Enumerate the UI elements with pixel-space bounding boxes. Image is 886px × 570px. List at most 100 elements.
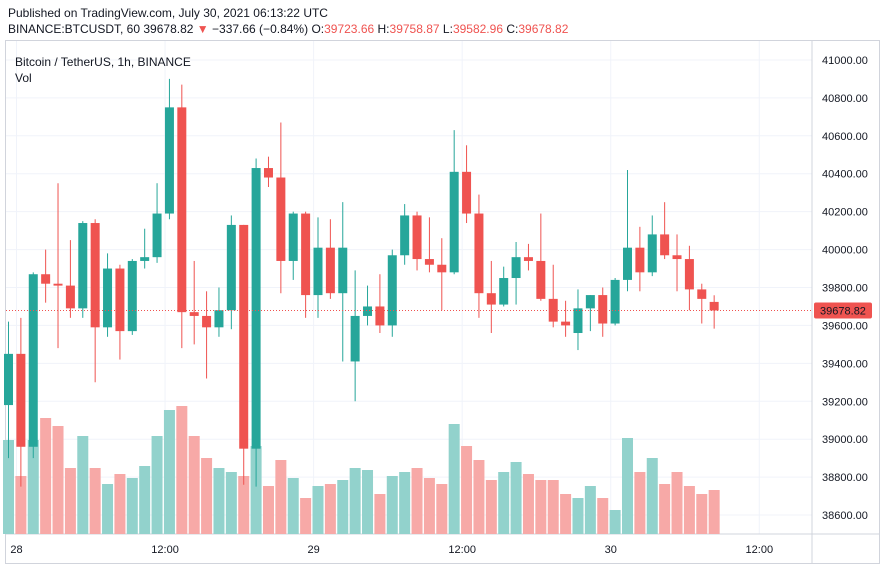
volume-bar xyxy=(213,468,225,534)
candle-body xyxy=(400,215,410,256)
volume-bar xyxy=(324,484,336,534)
volume-bar xyxy=(312,486,324,534)
candle-body xyxy=(499,278,509,305)
volume-bar xyxy=(300,498,312,534)
last-price-label: 39678.82 xyxy=(820,305,866,317)
volume-bar xyxy=(696,494,708,534)
candle-body xyxy=(437,264,447,273)
volume-bar xyxy=(52,426,64,534)
volume-bar xyxy=(188,436,200,534)
volume-bar xyxy=(15,476,27,534)
volume-label: Vol xyxy=(15,71,32,85)
close-value: 39678.82 xyxy=(518,22,569,36)
volume-bar xyxy=(201,458,213,534)
volume-bar xyxy=(411,468,423,534)
volume-bar xyxy=(386,476,398,534)
volume-bar xyxy=(683,486,695,534)
low-label: L: xyxy=(442,22,453,36)
volume-bar xyxy=(102,484,114,534)
candle-body xyxy=(709,301,719,311)
volume-bar xyxy=(436,484,448,534)
candle-body xyxy=(127,260,137,332)
candle-body xyxy=(449,171,459,273)
candle-body xyxy=(610,279,620,324)
volume-bar xyxy=(27,440,39,534)
candle-body xyxy=(598,295,608,324)
price-tick-label: 40400.00 xyxy=(822,169,868,181)
candle-body xyxy=(338,247,348,294)
candle-body xyxy=(486,293,496,305)
candle-body xyxy=(350,315,360,362)
time-tick-label: 29 xyxy=(307,544,319,556)
open-label: O: xyxy=(311,22,325,36)
price-tick-label: 38800.00 xyxy=(822,472,868,484)
ohlc-bar: BINANCE:BTCUSDT, 60 39678.82 ▼ −337.66 (… xyxy=(8,22,568,36)
price-tick-label: 39800.00 xyxy=(822,283,868,295)
candle-body xyxy=(462,171,472,214)
volume-bar xyxy=(275,460,287,534)
candle-body xyxy=(41,274,51,284)
candle-body xyxy=(263,168,273,178)
volume-bar xyxy=(584,486,596,534)
volume-bar xyxy=(708,490,720,534)
volume-bar xyxy=(498,472,510,534)
candle-body xyxy=(103,268,113,328)
volume-bar xyxy=(485,480,497,534)
candle-body xyxy=(623,247,632,280)
low-value: 39582.96 xyxy=(452,22,503,36)
volume-bar xyxy=(399,472,411,534)
candle-body xyxy=(474,213,484,294)
candle-body xyxy=(4,353,13,406)
volume-bar xyxy=(510,462,522,534)
volume-bar xyxy=(461,446,473,534)
candle-body xyxy=(288,213,298,261)
candle-body xyxy=(164,107,174,214)
time-tick-label: 12:00 xyxy=(746,544,774,556)
volume-bar xyxy=(572,498,584,534)
candle-body xyxy=(387,255,397,326)
price-tick-label: 39200.00 xyxy=(822,396,868,408)
volume-bar xyxy=(362,470,374,534)
candle-body xyxy=(276,177,286,261)
candle-body xyxy=(325,247,335,294)
candle-body xyxy=(152,213,162,258)
volume-bar xyxy=(114,474,126,534)
candle-body xyxy=(660,234,670,256)
volume-bar xyxy=(634,472,646,534)
volume-bar xyxy=(473,460,485,534)
candle-body xyxy=(177,107,187,313)
candle-body xyxy=(313,247,323,296)
volume-bar xyxy=(646,458,658,534)
volume-bar xyxy=(535,480,547,534)
open-value: 39723.66 xyxy=(324,22,375,36)
candle-body xyxy=(561,321,571,326)
candle-body xyxy=(573,308,583,334)
volume-bar xyxy=(560,494,572,534)
time-tick-label: 30 xyxy=(605,544,617,556)
time-tick-label: 12:00 xyxy=(151,544,179,556)
volume-bar xyxy=(609,510,621,534)
volume-bar xyxy=(522,474,534,534)
volume-bar xyxy=(287,478,299,534)
candle-body xyxy=(585,295,595,309)
volume-bar xyxy=(40,418,52,534)
price-tick-label: 40200.00 xyxy=(822,207,868,219)
volume-bar xyxy=(671,472,683,534)
volume-bar xyxy=(126,478,138,534)
volume-bar xyxy=(250,446,262,534)
candle-body xyxy=(672,255,682,260)
candle-body xyxy=(28,274,38,447)
volume-bar xyxy=(3,440,14,534)
candle-body xyxy=(90,223,100,328)
volume-bar xyxy=(139,466,151,534)
candle-body xyxy=(189,312,199,316)
candle-body xyxy=(375,306,385,326)
candle-body xyxy=(511,257,521,279)
price-tick-label: 40600.00 xyxy=(822,131,868,143)
candle-body xyxy=(424,259,434,265)
high-label: H: xyxy=(377,22,390,36)
chart-frame xyxy=(5,40,880,564)
volume-bar xyxy=(225,472,237,534)
volume-bar xyxy=(423,478,435,534)
